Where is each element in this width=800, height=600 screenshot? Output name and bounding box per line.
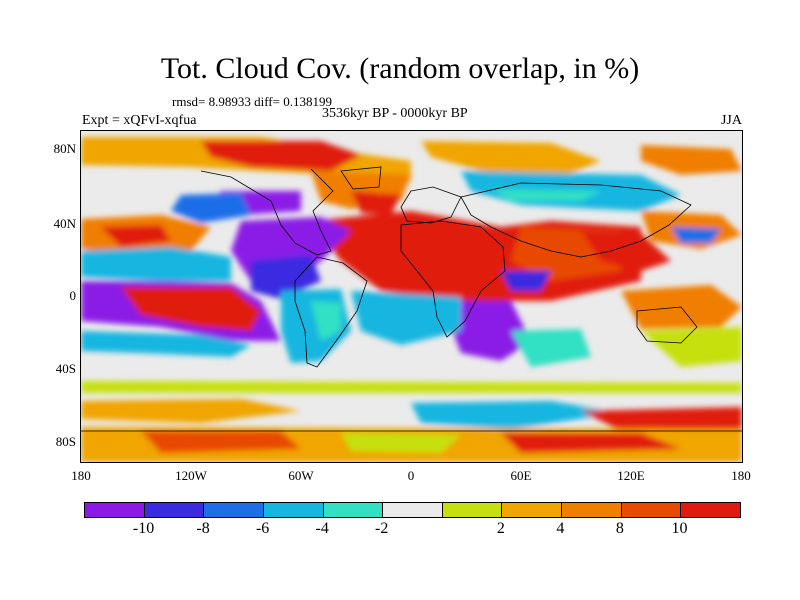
colorbar-segment [442,503,503,517]
lon-label: 0 [407,468,415,483]
map-panel [80,130,743,463]
colorbar-label: -4 [315,520,329,537]
colorbar-segment [621,503,682,517]
lat-label: 80S [55,434,76,449]
lon-label: 60E [510,468,532,483]
season-label: JJA [720,113,742,128]
lon-label: 180 [71,468,91,483]
colorbar-segment [204,503,264,517]
colorbar [84,502,741,518]
colorbar-label: -10 [132,520,155,537]
stats-text: rmsd= 8.98933 diff= 0.138199 [172,94,332,109]
colorbar-label: -8 [196,520,210,537]
colorbar-label: -6 [255,520,270,537]
colorbar-segment [502,503,563,517]
colorbar-label: 2 [496,520,505,537]
lon-label: 60W [288,468,314,483]
colorbar-segment [383,503,443,517]
colorbar-segment [323,503,384,517]
lon-label: 180 [731,468,751,483]
experiment-label: Expt = xQFvI-xqfua [82,113,197,128]
lon-label: 120W [175,468,207,483]
colorbar-label: -2 [375,520,389,537]
lat-label: 40S [55,361,76,376]
period-text: 3536kyr BP - 0000kyr BP [322,106,468,121]
colorbar-segment [85,503,145,517]
colorbar-label: 8 [615,520,624,537]
lat-label: 0 [69,288,77,303]
colorbar-segment [562,503,622,517]
colorbar-segment [144,503,205,517]
colorbar-segment [263,503,324,517]
lat-label: 80N [53,141,76,156]
lon-label: 120E [617,468,645,483]
colorbar-label: 4 [556,520,565,537]
lat-label: 40N [53,216,76,231]
colorbar-label: 10 [671,520,688,537]
colorbar-segment [681,503,741,517]
anomaly-field [81,131,742,462]
plot-title: Tot. Cloud Cov. (random overlap, in %) [160,52,640,85]
